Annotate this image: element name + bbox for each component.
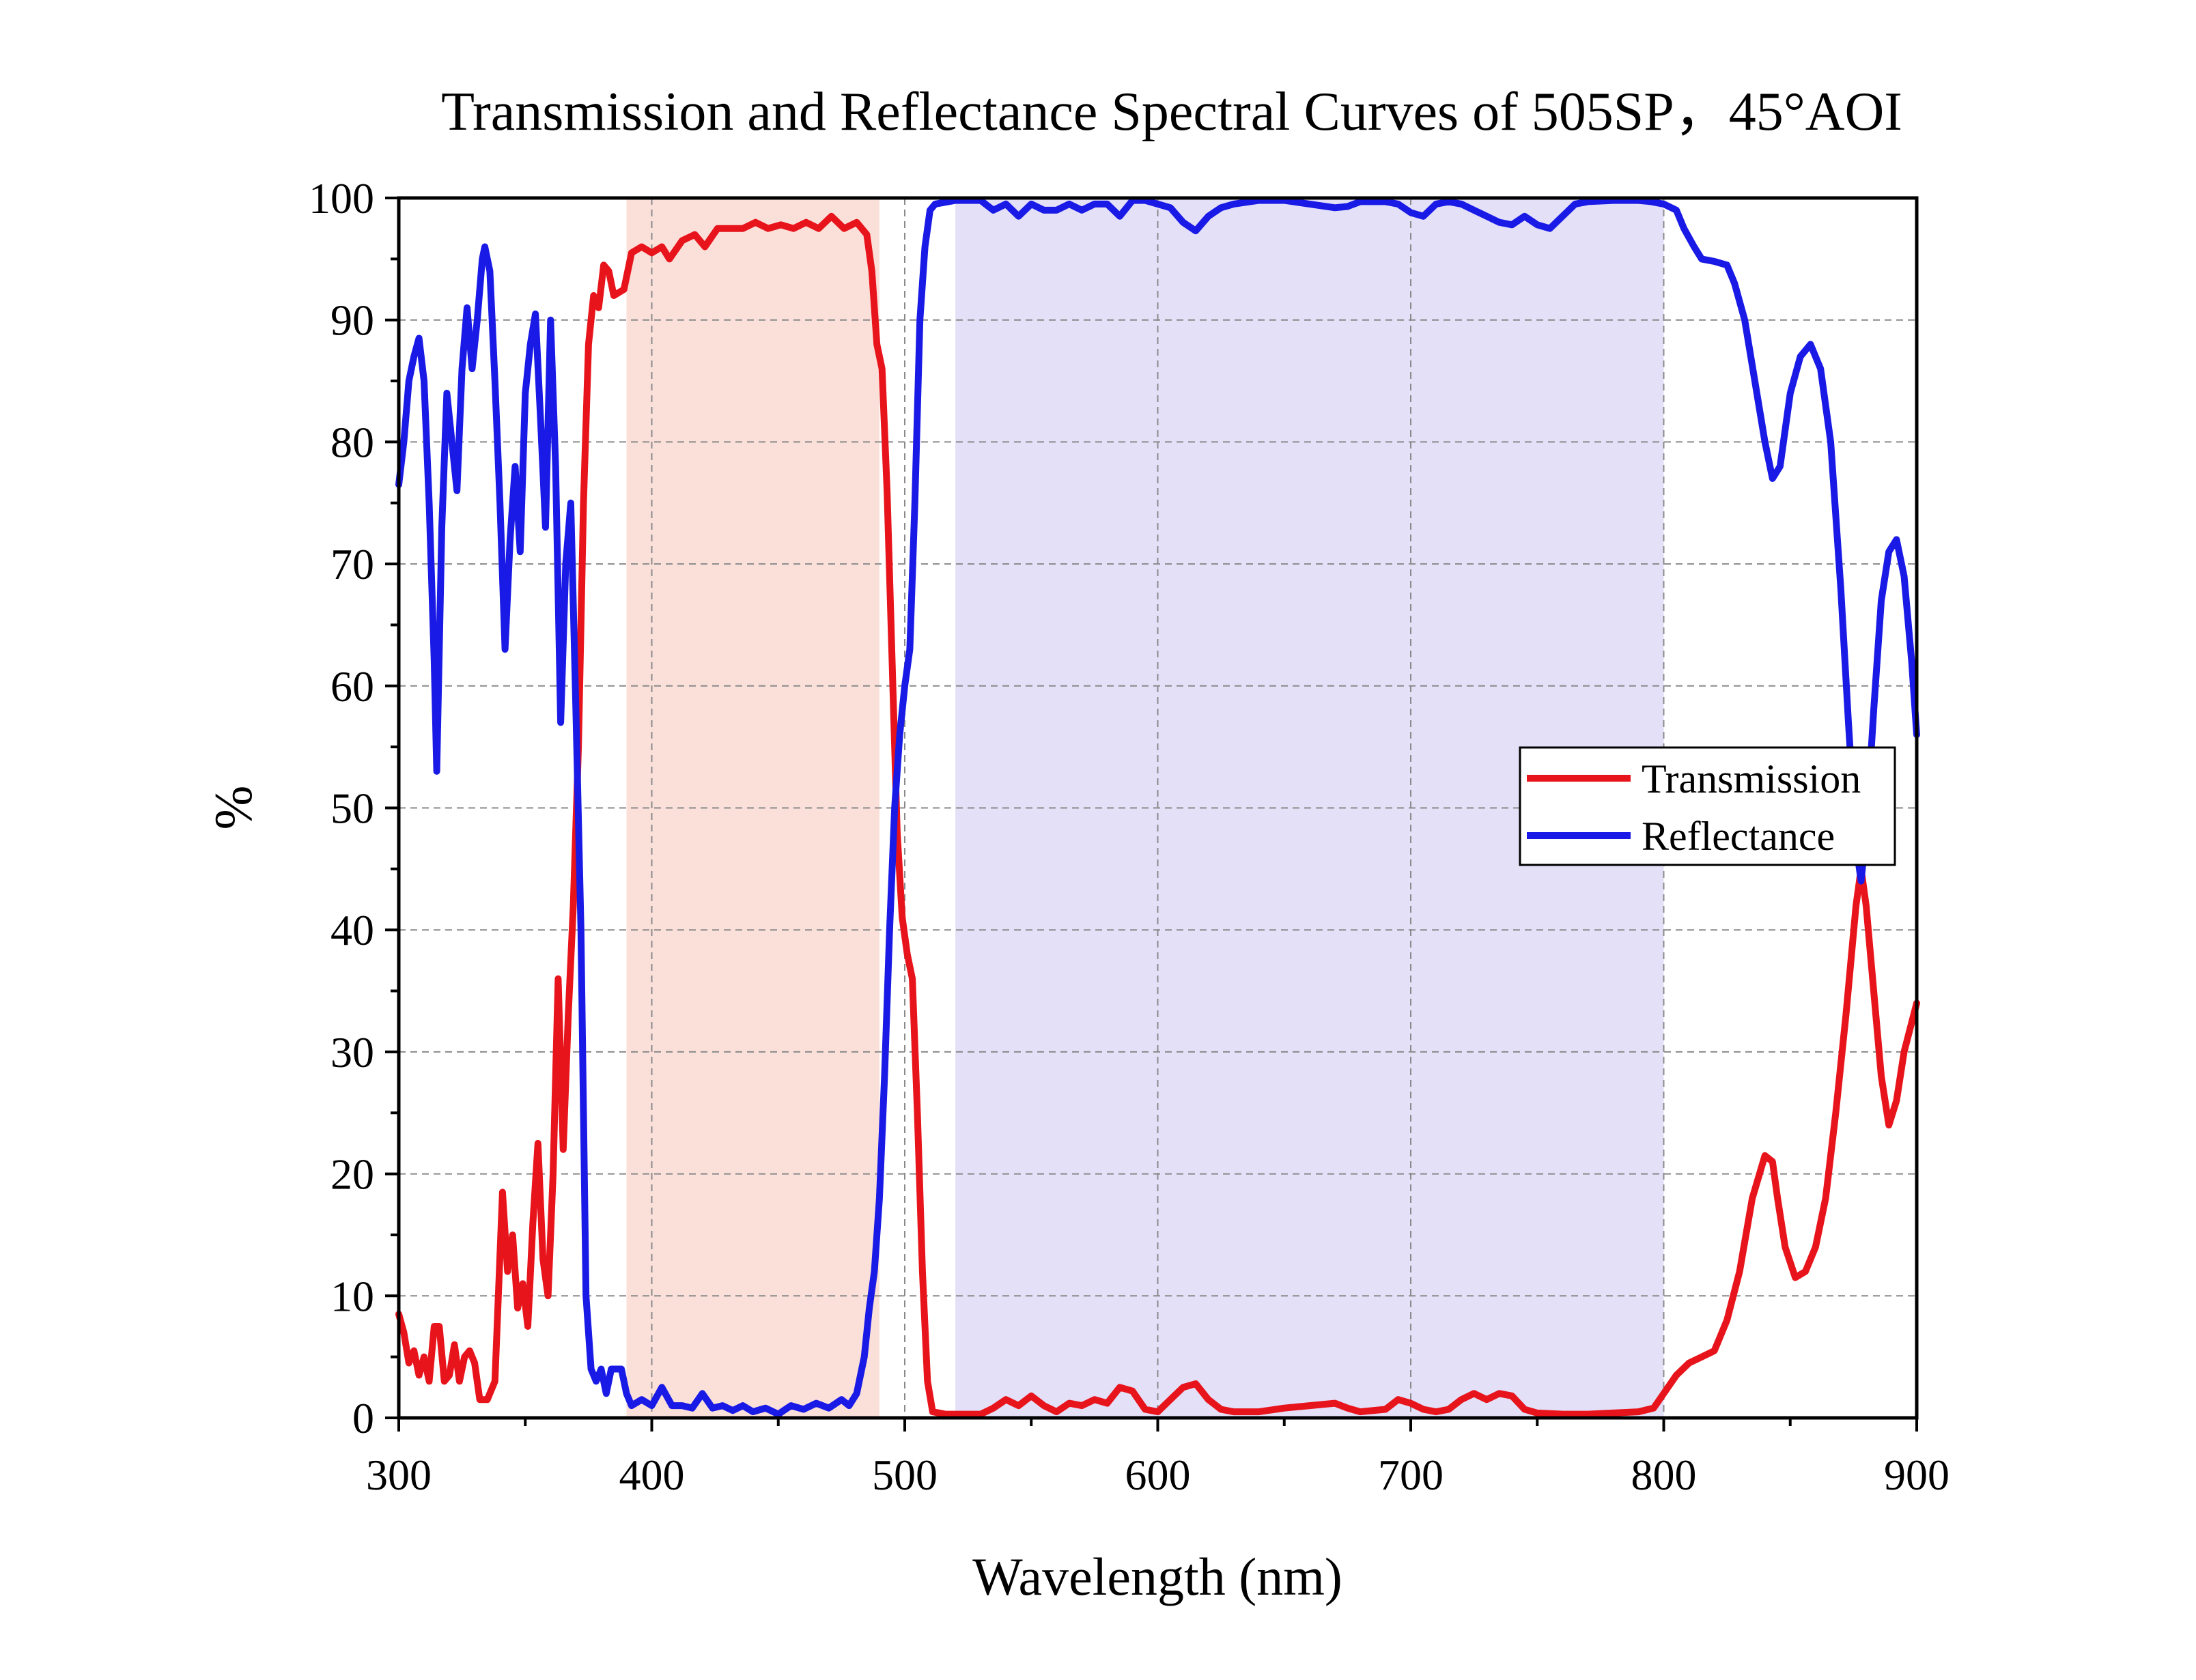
y-axis-title: %	[203, 786, 263, 830]
y-tick-label-30: 30	[330, 1028, 374, 1077]
legend-label-reflectance: Reflectance	[1642, 814, 1835, 859]
chart-title: Transmission and Reflectance Spectral Cu…	[441, 82, 1902, 142]
x-tick-label-800: 800	[1631, 1451, 1697, 1499]
series-line-transmission	[395, 212, 1920, 1418]
y-tick-label-90: 90	[330, 296, 374, 345]
x-tick-label-300: 300	[366, 1451, 432, 1499]
y-tick-label-10: 10	[330, 1272, 374, 1320]
legend-box	[1519, 746, 1896, 866]
x-tick-label-900: 900	[1884, 1451, 1949, 1499]
x-axis: 300 400 500 600 700 800 900	[366, 1418, 1949, 1499]
x-tick-label-600: 600	[1125, 1451, 1191, 1499]
grid-lines	[399, 198, 1917, 1418]
y-tick-label-0: 0	[352, 1394, 374, 1442]
series-line-reflectance	[395, 197, 1920, 1418]
y-axis: 0 10 20 30 40 50 60 70 80 90 100	[309, 174, 399, 1442]
y-tick-label-80: 80	[330, 418, 374, 466]
x-axis-title: Wavelength (nm)	[972, 1547, 1342, 1606]
y-tick-label-50: 50	[330, 784, 374, 833]
legend-label-transmission: Transmission	[1642, 756, 1861, 801]
x-tick-label-700: 700	[1378, 1451, 1444, 1499]
x-tick-label-500: 500	[872, 1451, 938, 1499]
y-tick-label-70: 70	[330, 540, 374, 588]
y-tick-label-40: 40	[330, 906, 374, 954]
y-tick-label-60: 60	[330, 662, 374, 711]
series-layer	[395, 197, 1920, 1418]
y-tick-label-100: 100	[309, 174, 374, 223]
legend: Transmission Reflectance	[1519, 746, 1896, 866]
x-tick-label-400: 400	[619, 1451, 685, 1499]
y-tick-label-20: 20	[330, 1150, 374, 1199]
